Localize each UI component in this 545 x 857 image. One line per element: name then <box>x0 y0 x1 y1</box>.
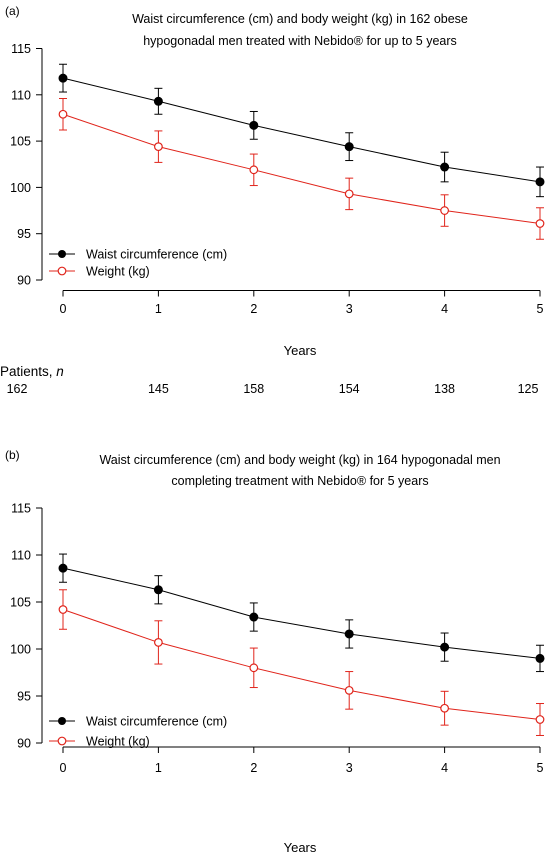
data-point <box>535 653 545 663</box>
patients-row: Patients, n 162 145 158 154 138 125 <box>0 364 538 396</box>
y-tick-label: 95 <box>17 690 31 704</box>
legend-label: Weight (kg) <box>86 265 150 279</box>
data-point <box>249 612 259 622</box>
x-tick-label: 2 <box>250 302 257 316</box>
data-point <box>153 585 163 595</box>
y-tick-label: 100 <box>10 643 31 657</box>
data-point <box>58 73 68 83</box>
series-line <box>62 609 541 720</box>
legend-marker <box>58 717 66 725</box>
legend: Waist circumference (cm) Weight (kg) <box>49 248 227 279</box>
legend-marker <box>57 736 67 746</box>
data-point <box>344 142 354 152</box>
patients-count: 154 <box>339 382 360 396</box>
patients-label: Patients, n <box>0 364 64 379</box>
legend-label: Weight (kg) <box>86 735 150 749</box>
x-tick-label: 5 <box>537 761 544 775</box>
data-point <box>440 703 450 713</box>
patients-count: 158 <box>243 382 264 396</box>
series-line <box>62 113 541 225</box>
chart-panel-a: (a) Waist circumference (cm) and body wei… <box>0 4 545 396</box>
patients-count: 138 <box>434 382 455 396</box>
data-point <box>440 206 450 215</box>
data-point <box>535 219 545 228</box>
series-line <box>62 567 541 659</box>
data-point <box>344 629 354 639</box>
data-point <box>153 638 163 647</box>
legend: Waist circumference (cm) Weight (kg) <box>49 715 227 749</box>
y-tick-label: 110 <box>11 88 31 102</box>
data-point <box>153 96 163 106</box>
series-waist <box>58 553 545 673</box>
patients-count: 145 <box>148 382 169 396</box>
data-point <box>249 663 259 673</box>
panel-label: (a) <box>5 4 20 18</box>
data-point <box>153 142 163 152</box>
legend-label: Waist circumference (cm) <box>86 715 227 729</box>
legend-marker <box>57 266 67 276</box>
y-tick-label: 90 <box>17 737 31 751</box>
x-tick-label: 1 <box>155 761 162 775</box>
data-point <box>535 715 545 724</box>
series-waist <box>58 63 545 198</box>
y-tick-label: 115 <box>11 42 31 56</box>
data-point <box>58 109 68 119</box>
x-tick-label: 3 <box>346 302 353 316</box>
chart-panel-b: (b) Waist circumference (cm) and body wei… <box>5 448 545 855</box>
x-axis-label: Years <box>284 840 317 855</box>
x-tick-label: 4 <box>441 302 448 316</box>
data-point <box>58 563 68 573</box>
x-tick-label: 2 <box>250 761 257 775</box>
data-point <box>249 120 259 130</box>
data-point <box>344 685 354 695</box>
y-tick-label: 110 <box>11 549 31 563</box>
y-tick-label: 100 <box>10 181 31 195</box>
data-point <box>535 177 545 187</box>
x-tick-label: 0 <box>60 761 67 775</box>
y-tick-label: 115 <box>11 502 31 516</box>
x-tick-label: 1 <box>155 302 162 316</box>
panel-label: (b) <box>5 448 20 462</box>
data-point <box>58 605 68 614</box>
patients-count: 162 <box>7 382 28 396</box>
chart-title: completing treatment with Nebido® for 5 … <box>171 474 428 488</box>
data-point <box>344 189 354 199</box>
data-point <box>440 642 450 652</box>
patients-count: 125 <box>518 382 539 396</box>
data-point <box>440 162 450 172</box>
legend-marker <box>58 250 66 258</box>
chart-title: hypogonadal men treated with Nebido® for… <box>143 34 457 48</box>
x-tick-label: 4 <box>441 761 448 775</box>
legend-label: Waist circumference (cm) <box>86 248 227 262</box>
series-weight <box>58 589 545 736</box>
chart-title: Waist circumference (cm) and body weight… <box>99 453 500 467</box>
chart-title: Waist circumference (cm) and body weight… <box>132 12 468 26</box>
data-point <box>249 165 259 175</box>
x-tick-label: 3 <box>346 761 353 775</box>
x-axis-label: Years <box>284 343 317 358</box>
y-tick-label: 105 <box>10 596 31 610</box>
y-tick-label: 95 <box>17 227 31 241</box>
y-tick-label: 105 <box>10 135 31 149</box>
series-weight <box>58 98 545 240</box>
x-tick-label: 0 <box>60 302 67 316</box>
x-tick-label: 5 <box>537 302 544 316</box>
y-tick-label: 90 <box>17 274 31 288</box>
series-line <box>62 77 541 183</box>
